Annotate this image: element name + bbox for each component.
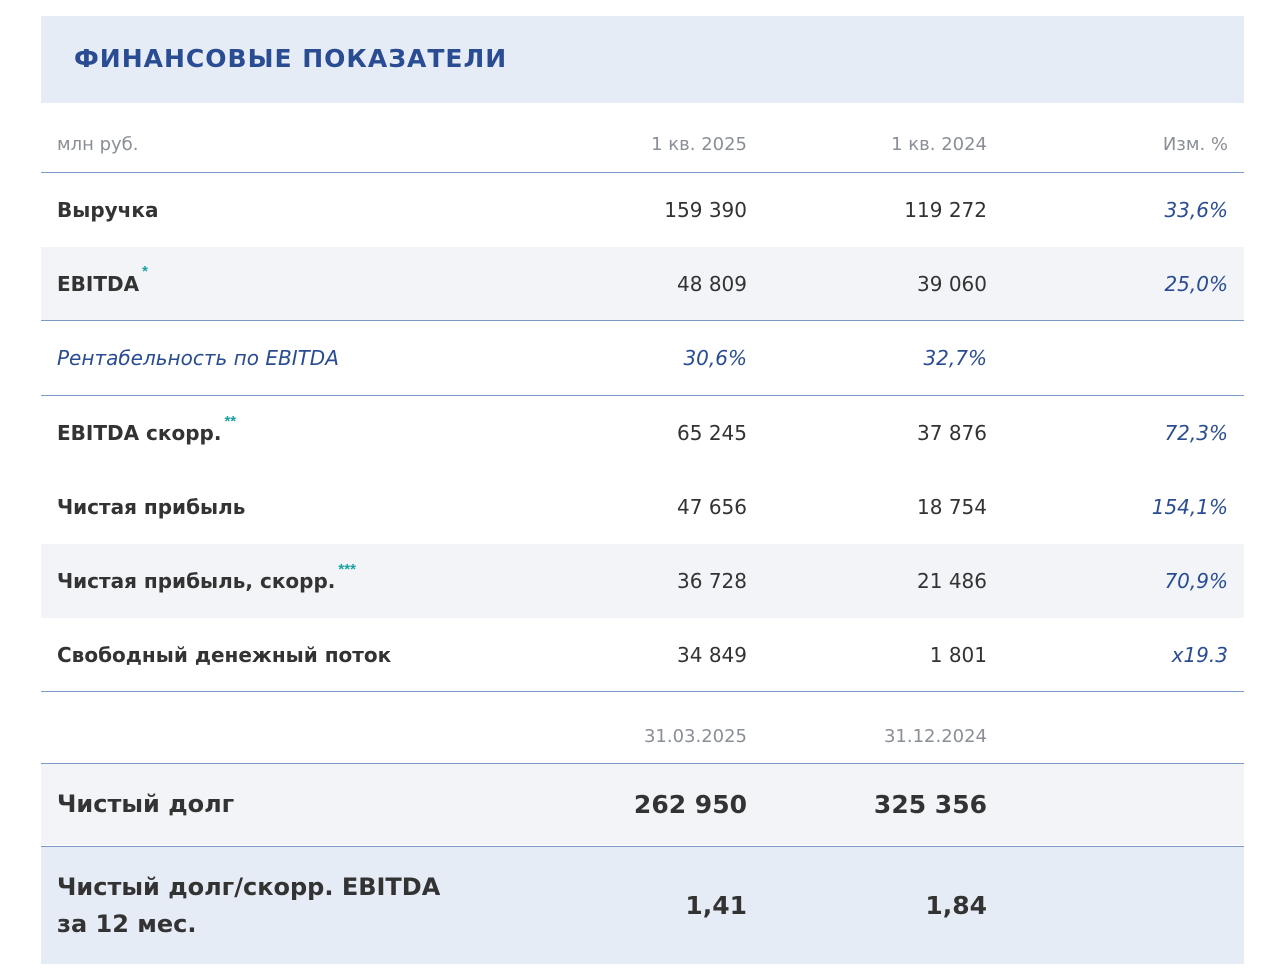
debt-value-date2: 325 356 bbox=[873, 790, 987, 819]
debt-label: Чистый долг bbox=[57, 790, 235, 818]
table-row: EBITDA скорр. ** 65 245 37 876 72,3% bbox=[41, 396, 1244, 470]
table-row: EBITDA * 48 809 39 060 25,0% bbox=[41, 247, 1244, 321]
row-label: Чистая прибыль, скорр. bbox=[57, 569, 336, 593]
debt-ratio-value-date2: 1,84 bbox=[925, 891, 987, 920]
row-change: 25,0% bbox=[1164, 271, 1228, 296]
table-row: Рентабельность по EBITDA 30,6% 32,7% bbox=[41, 321, 1244, 396]
column-period2: 1 кв. 2024 bbox=[891, 134, 987, 155]
row-change: 33,6% bbox=[1164, 198, 1228, 222]
table-row: Свободный денежный поток 34 849 1 801 x1… bbox=[41, 618, 1244, 692]
row-label: Свободный денежный поток bbox=[57, 642, 392, 667]
row-label: Рентабельность по EBITDA bbox=[57, 346, 339, 370]
row-value-period2: 21 486 bbox=[917, 569, 987, 593]
table-row: Чистая прибыль 47 656 18 754 154,1% bbox=[41, 470, 1244, 544]
row-value-period1: 47 656 bbox=[677, 495, 747, 519]
column-header-row: млн руб. 1 кв. 2025 1 кв. 2024 Изм. % bbox=[41, 117, 1244, 173]
row-change: 154,1% bbox=[1151, 495, 1228, 519]
table-row: Чистая прибыль, скорр. *** 36 728 21 486 … bbox=[41, 544, 1244, 618]
table-row: Выручка 159 390 119 272 33,6% bbox=[41, 173, 1244, 247]
row-value-period2: 119 272 bbox=[904, 198, 987, 222]
row-label: Выручка bbox=[57, 198, 159, 222]
row-value-period2: 18 754 bbox=[917, 495, 987, 519]
footnote-marker: * bbox=[142, 263, 148, 280]
debt-ratio-value-date1: 1,41 bbox=[685, 891, 747, 920]
row-label: EBITDA скорр. bbox=[57, 421, 222, 445]
row-value-period1: 159 390 bbox=[664, 198, 747, 222]
debt-value-date1: 262 950 bbox=[633, 790, 747, 819]
row-value-period1: 30,6% bbox=[683, 346, 747, 370]
row-change: x19.3 bbox=[1171, 642, 1228, 667]
date-column1: 31.03.2025 bbox=[643, 726, 747, 747]
row-value-period1: 36 728 bbox=[677, 569, 747, 593]
debt-ratio-label-line2: за 12 мес. bbox=[57, 909, 197, 938]
footnote-marker: *** bbox=[338, 560, 356, 578]
debt-row: Чистый долг 262 950 325 356 bbox=[41, 764, 1244, 845]
table-header-banner: ФИНАНСОВЫЕ ПОКАЗАТЕЛИ bbox=[41, 16, 1244, 103]
row-label: Чистая прибыль bbox=[57, 495, 246, 519]
row-value-period2: 1 801 bbox=[929, 642, 987, 667]
footnote-marker: ** bbox=[224, 412, 237, 430]
date-header-row: 31.03.2025 31.12.2024 bbox=[41, 710, 1244, 764]
row-value-period2: 32,7% bbox=[923, 346, 987, 370]
date-column2: 31.12.2024 bbox=[883, 726, 987, 747]
unit-label: млн руб. bbox=[57, 134, 139, 155]
row-value-period1: 34 849 bbox=[677, 642, 747, 667]
column-period1: 1 кв. 2025 bbox=[651, 134, 747, 155]
row-value-period2: 37 876 bbox=[917, 421, 987, 445]
row-value-period2: 39 060 bbox=[917, 271, 987, 296]
page-title: ФИНАНСОВЫЕ ПОКАЗАТЕЛИ bbox=[74, 44, 508, 73]
row-change: 72,3% bbox=[1164, 421, 1228, 445]
debt-row: Чистый долг/скорр. EBITDA за 12 мес. 1,4… bbox=[41, 846, 1244, 964]
column-change: Изм. % bbox=[1162, 134, 1228, 155]
row-value-period1: 65 245 bbox=[677, 421, 747, 445]
row-change: 70,9% bbox=[1164, 569, 1228, 593]
debt-ratio-label-line1: Чистый долг/скорр. EBITDA bbox=[57, 872, 441, 901]
row-value-period1: 48 809 bbox=[677, 271, 747, 296]
row-label: EBITDA bbox=[57, 271, 140, 296]
